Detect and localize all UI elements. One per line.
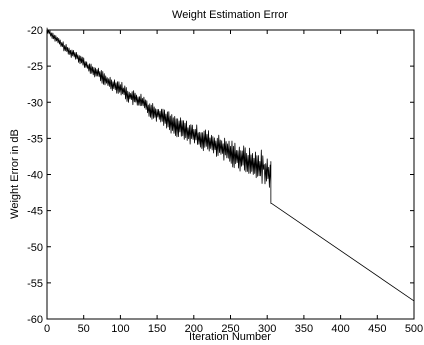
- y-tick-label: -30: [27, 97, 43, 109]
- x-tick-label: 350: [295, 323, 313, 335]
- y-tick-label: -45: [27, 206, 43, 218]
- y-tick-label: -35: [27, 133, 43, 145]
- x-tick-label: 300: [258, 323, 276, 335]
- x-tick-label: 200: [185, 323, 203, 335]
- y-tick-label: -60: [27, 314, 43, 326]
- series-group: [46, 27, 415, 302]
- y-tick-label: -25: [27, 61, 43, 73]
- y-axis-label: Weight Error in dB: [9, 129, 21, 219]
- x-tick-label: 250: [221, 323, 239, 335]
- y-tick-label: -50: [27, 242, 43, 254]
- plot-area: [46, 29, 415, 320]
- x-tick-label: 400: [331, 323, 349, 335]
- x-tick-label: 450: [368, 323, 386, 335]
- y-tick-label: -20: [27, 25, 43, 37]
- y-tick-label: -40: [27, 170, 43, 182]
- series-line: [46, 27, 415, 302]
- x-tick-label: 0: [44, 323, 50, 335]
- x-tick-label: 100: [111, 323, 129, 335]
- x-axis-label: Iteration Number: [189, 331, 271, 343]
- chart-title: Weight Estimation Error: [172, 9, 288, 21]
- x-tick-label: 500: [405, 323, 423, 335]
- y-tick-label: -55: [27, 278, 43, 290]
- x-tick-label: 50: [78, 323, 90, 335]
- x-tick-label: 150: [148, 323, 166, 335]
- axis-ticks: 0 50 100 150 200 250 300 350 400 450 500 -20 -25 -30 -…: [27, 25, 423, 335]
